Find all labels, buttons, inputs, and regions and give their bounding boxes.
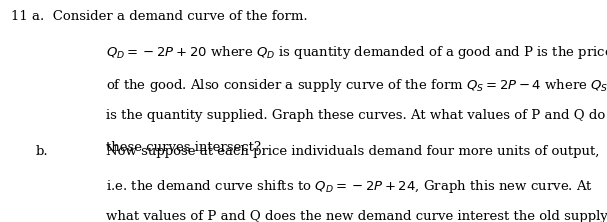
Text: Now suppose at each price individuals demand four more units of output,: Now suppose at each price individuals de… <box>106 145 600 159</box>
Text: these curves intersect?: these curves intersect? <box>106 141 261 154</box>
Text: is the quantity supplied. Graph these curves. At what values of P and Q do: is the quantity supplied. Graph these cu… <box>106 109 605 122</box>
Text: what values of P and Q does the new demand curve interest the old supply: what values of P and Q does the new dema… <box>106 210 607 222</box>
Text: $Q_D = -2P + 20$ where $Q_D$ is quantity demanded of a good and P is the price: $Q_D = -2P + 20$ where $Q_D$ is quantity… <box>106 44 607 61</box>
Text: 11 a.  Consider a demand curve of the form.: 11 a. Consider a demand curve of the for… <box>11 10 308 23</box>
Text: of the good. Also consider a supply curve of the form $Q_S = 2P - 4$ where $Q_S$: of the good. Also consider a supply curv… <box>106 77 607 94</box>
Text: i.e. the demand curve shifts to $Q_D = -2P + 24$, Graph this new curve. At: i.e. the demand curve shifts to $Q_D = -… <box>106 178 593 195</box>
Text: b.: b. <box>35 145 48 159</box>
